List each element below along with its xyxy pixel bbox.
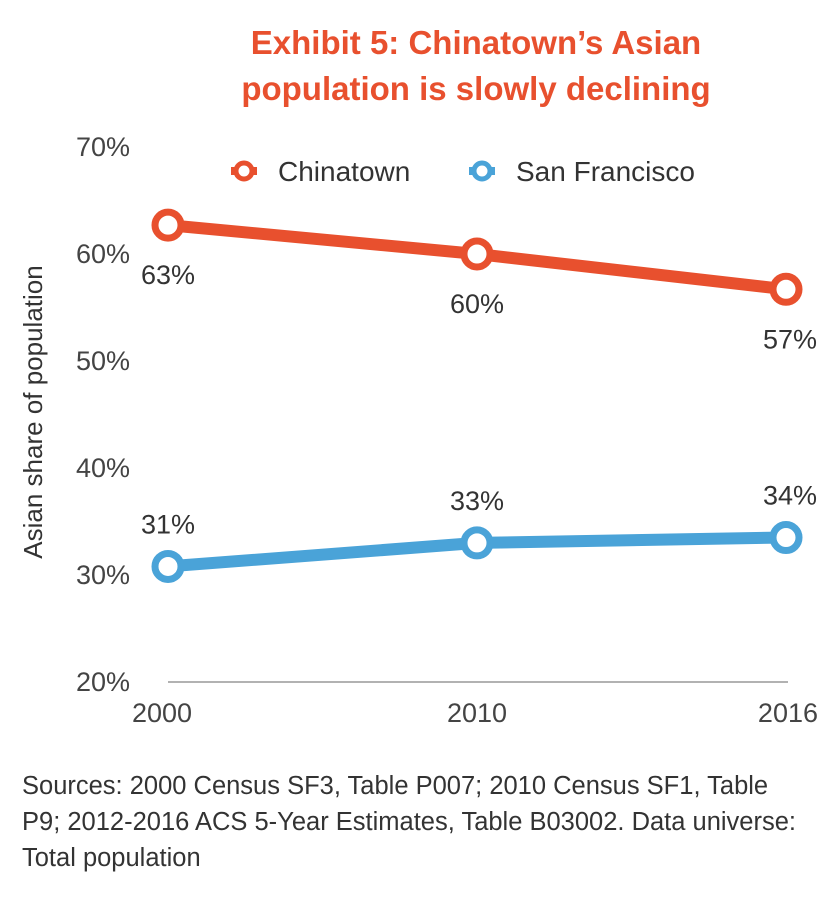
y-tick-label: 40% xyxy=(76,453,130,483)
series-san-francisco: 31% 33% 34% xyxy=(141,481,817,583)
data-label: 63% xyxy=(141,260,195,290)
data-point xyxy=(151,208,185,242)
data-label: 57% xyxy=(763,324,817,354)
legend-label: San Francisco xyxy=(516,156,695,187)
chart-title: Exhibit 5: Chinatown’s Asian population … xyxy=(241,24,710,107)
series-layer: 63% 60% 57% 31% 33% 34% xyxy=(141,208,817,583)
data-label: 34% xyxy=(763,481,817,511)
data-label: 60% xyxy=(450,289,504,319)
legend: Chinatown San Francisco xyxy=(231,156,695,187)
chart-title-line-2: population is slowly declining xyxy=(241,70,710,107)
data-label: 31% xyxy=(141,509,195,539)
legend-marker xyxy=(233,160,255,182)
legend-marker xyxy=(471,160,493,182)
data-point xyxy=(769,272,803,306)
legend-label: Chinatown xyxy=(278,156,410,187)
series-chinatown: 63% 60% 57% xyxy=(141,208,817,354)
data-point xyxy=(460,237,494,271)
chart-title-line-1: Exhibit 5: Chinatown’s Asian xyxy=(251,24,701,61)
data-point xyxy=(151,549,185,583)
y-tick-label: 50% xyxy=(76,346,130,376)
x-tick-label: 2016 xyxy=(758,698,818,728)
y-tick-label: 70% xyxy=(76,132,130,162)
line-chart: Exhibit 5: Chinatown’s Asian population … xyxy=(18,24,818,728)
y-tick-label: 20% xyxy=(76,667,130,697)
x-tick-label: 2000 xyxy=(132,698,192,728)
data-point xyxy=(769,521,803,555)
data-point xyxy=(460,526,494,560)
x-tick-label: 2010 xyxy=(447,698,507,728)
y-tick-label: 60% xyxy=(76,239,130,269)
y-tick-label: 30% xyxy=(76,560,130,590)
y-axis-label: Asian share of population xyxy=(18,265,48,558)
y-axis-ticks: 20% 30% 40% 50% 60% 70% xyxy=(76,132,130,697)
data-label: 33% xyxy=(450,486,504,516)
x-axis-ticks: 2000 2010 2016 xyxy=(132,698,818,728)
source-note: Sources: 2000 Census SF3, Table P007; 20… xyxy=(22,772,796,872)
